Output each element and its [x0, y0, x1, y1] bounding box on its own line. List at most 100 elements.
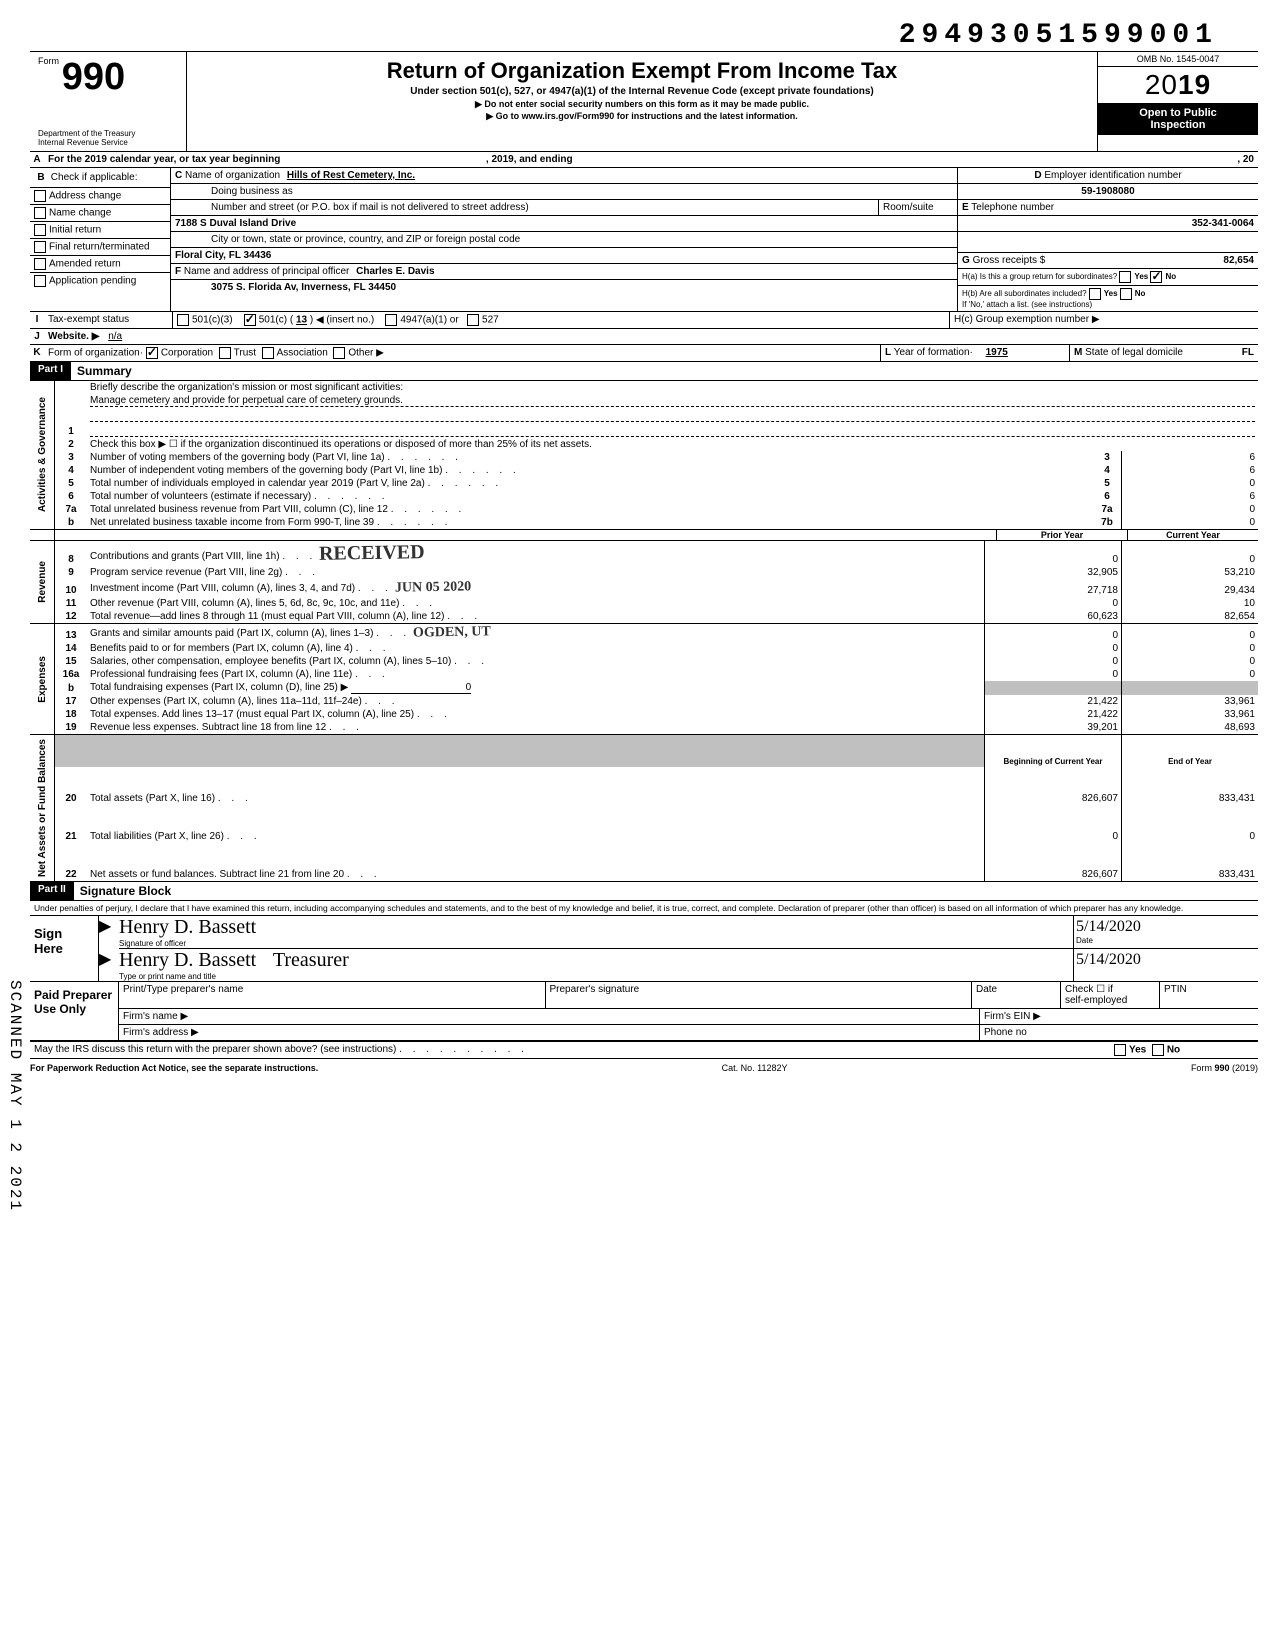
discuss-yes[interactable]: [1114, 1044, 1126, 1056]
letter-c: C: [175, 170, 182, 181]
ogden-stamp: OGDEN, UT: [413, 624, 491, 641]
row-b: 0: [1122, 541, 1259, 566]
side-label: Revenue: [35, 557, 50, 607]
form-instr1: ▶ Do not enter social security numbers o…: [195, 99, 1089, 110]
col-current: Current Year: [1127, 530, 1258, 540]
letter-j: J: [30, 329, 44, 344]
row-no: 20: [55, 767, 87, 805]
line-val: 0: [1122, 477, 1259, 490]
row-no: 10: [55, 579, 87, 597]
scanned-stamp: SCANNED MAY 1 2 2021: [6, 980, 24, 1212]
check-assoc[interactable]: [262, 347, 274, 359]
row-no: 11: [55, 597, 87, 610]
side-label: Expenses: [35, 652, 50, 707]
state-value: FL: [1242, 347, 1254, 358]
501c-number: 13: [296, 315, 307, 326]
line-a-mid: , 2019, and ending: [486, 154, 573, 165]
ha-label: H(a) Is this a group return for subordin…: [962, 272, 1117, 281]
letter-d: D: [1034, 170, 1041, 181]
row-b: 48,693: [1122, 721, 1259, 734]
hb-yes[interactable]: [1089, 288, 1101, 300]
line-no: b: [55, 516, 87, 529]
ha-yes[interactable]: [1119, 271, 1131, 283]
org-name: Hills of Rest Cemetery, Inc.: [287, 170, 415, 181]
room-label: Room/suite: [878, 200, 957, 215]
line-val: 0: [1122, 503, 1259, 516]
perjury-text: Under penalties of perjury, I declare th…: [30, 901, 1258, 916]
row-no: 19: [55, 721, 87, 734]
part-i-tag: Part I: [30, 362, 71, 380]
row-text: Professional fundraising fees (Part IX, …: [87, 668, 985, 681]
line-text: Total number of volunteers (estimate if …: [87, 490, 1093, 503]
street-label: Number and street (or P.O. box if mail i…: [211, 202, 529, 213]
form-header: Form 990 Department of the Treasury Inte…: [30, 51, 1258, 152]
check-corp[interactable]: [146, 347, 158, 359]
letter-i: I: [30, 312, 44, 328]
row-no: 21: [55, 805, 87, 843]
letter-g: G: [962, 255, 970, 266]
mission-label: Briefly describe the organization's miss…: [90, 382, 403, 393]
line-box: 7b: [1093, 516, 1122, 529]
prep-name-label: Print/Type preparer's name: [119, 982, 546, 1008]
prep-date-label: Date: [972, 982, 1061, 1008]
row-a: 0: [985, 541, 1122, 566]
line-box: 3: [1093, 451, 1122, 464]
row-no: 15: [55, 655, 87, 668]
label-501c-pre: 501(c) (: [259, 315, 293, 326]
row-a: 0: [985, 642, 1122, 655]
date-stamp: JUN 05 2020: [394, 579, 471, 596]
line-no: 3: [55, 451, 87, 464]
discuss-no-label: No: [1167, 1045, 1180, 1056]
row-b: 29,434: [1122, 579, 1259, 597]
row-b: 33,961: [1122, 695, 1259, 708]
line-box: 5: [1093, 477, 1122, 490]
firm-phone-label: Phone no: [979, 1025, 1258, 1040]
part-i-title: Summary: [71, 362, 138, 380]
row-b: 53,210: [1122, 566, 1259, 579]
check-4947[interactable]: [385, 314, 397, 326]
dept-irs: Internal Revenue Service: [38, 138, 178, 147]
hb-label: H(b) Are all subordinates included?: [962, 289, 1087, 298]
letter-b: B: [34, 170, 48, 185]
check-final-return[interactable]: [34, 241, 46, 253]
col-header-b: End of Year: [1122, 735, 1259, 767]
row-no: 16a: [55, 668, 87, 681]
form-org-label: Form of organization·: [48, 348, 143, 359]
sig-date-1: 5/14/2020: [1076, 918, 1141, 935]
row-text: Benefits paid to or for members (Part IX…: [87, 642, 985, 655]
check-address-change[interactable]: [34, 190, 46, 202]
ha-yes-label: Yes: [1134, 272, 1148, 281]
check-501c[interactable]: [244, 314, 256, 326]
hb-no[interactable]: [1120, 288, 1132, 300]
row-a: 826,607: [985, 767, 1122, 805]
ha-no[interactable]: [1150, 271, 1162, 283]
label-name-change: Name change: [49, 208, 111, 219]
row-no: 17: [55, 695, 87, 708]
row-a: 0: [985, 655, 1122, 668]
row-b: 0: [1122, 655, 1259, 668]
check-amended[interactable]: [34, 258, 46, 270]
row-a: [985, 681, 1122, 695]
check-527[interactable]: [467, 314, 479, 326]
discuss-no[interactable]: [1152, 1044, 1164, 1056]
phone-value: 352-341-0064: [958, 216, 1258, 232]
check-name-change[interactable]: [34, 207, 46, 219]
row-text: Investment income (Part VIII, column (A)…: [87, 579, 985, 597]
check-trust[interactable]: [219, 347, 231, 359]
check-other[interactable]: [333, 347, 345, 359]
line-text: Net unrelated business taxable income fr…: [87, 516, 1093, 529]
col-prior: Prior Year: [996, 530, 1127, 540]
officer-title: Treasurer: [273, 949, 349, 971]
line-text: Number of independent voting members of …: [87, 464, 1093, 477]
line-val: 6: [1122, 464, 1259, 477]
check-app-pending[interactable]: [34, 275, 46, 287]
row-a: 27,718: [985, 579, 1122, 597]
gross-value: 82,654: [1223, 255, 1254, 266]
row-text: Total fundraising expenses (Part IX, col…: [87, 681, 985, 695]
line-no: 7a: [55, 503, 87, 516]
row-no: b: [55, 681, 87, 695]
check-501c3[interactable]: [177, 314, 189, 326]
check-initial-return[interactable]: [34, 224, 46, 236]
row-a: 21,422: [985, 695, 1122, 708]
line-no: 6: [55, 490, 87, 503]
